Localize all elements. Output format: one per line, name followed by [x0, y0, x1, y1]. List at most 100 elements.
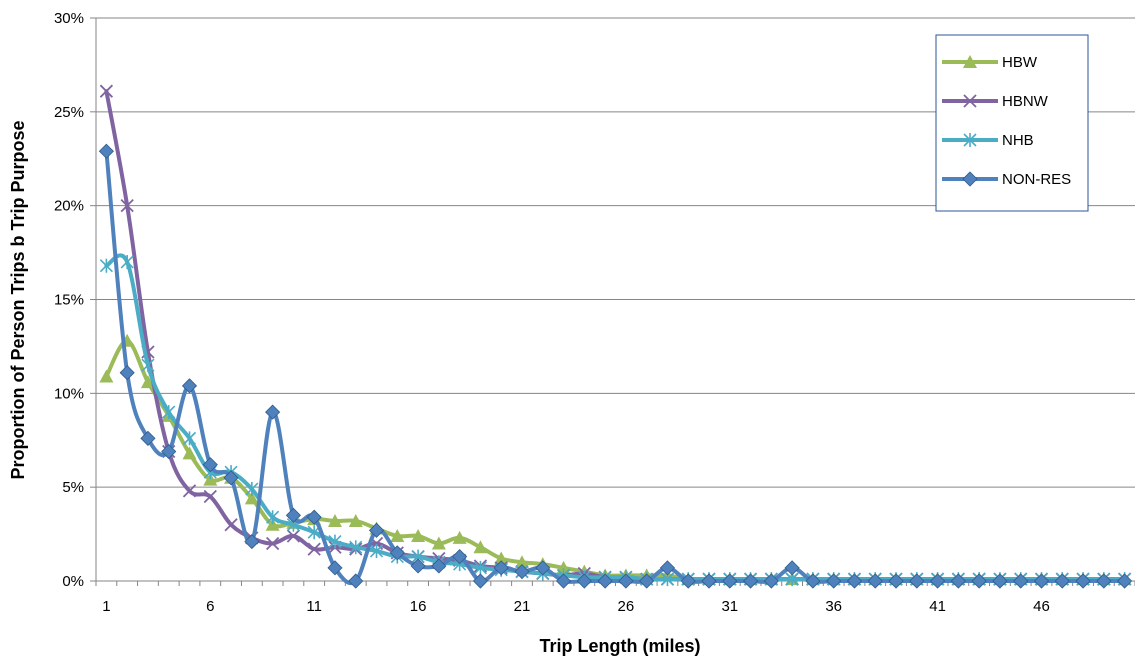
data-point [203, 489, 217, 504]
data-point [161, 443, 177, 460]
data-point [141, 358, 155, 373]
data-point [618, 573, 634, 589]
legend-label: HBW [1002, 54, 1038, 71]
data-point [909, 573, 925, 589]
data-point [452, 549, 468, 565]
data-point [411, 528, 426, 542]
data-point [327, 560, 343, 576]
data-point [867, 573, 883, 589]
data-point [950, 573, 966, 589]
data-point [265, 517, 280, 531]
data-point [244, 534, 260, 550]
data-point [140, 375, 155, 389]
legend-item-non-res: NON-RES [942, 171, 1071, 188]
data-point [888, 573, 904, 589]
series-line [104, 338, 1127, 582]
data-point [266, 510, 280, 525]
data-point [452, 530, 467, 544]
data-point [473, 540, 488, 554]
data-point [285, 507, 301, 523]
data-point [140, 430, 156, 446]
data-point [348, 573, 364, 589]
data-point [286, 529, 301, 543]
data-point [597, 573, 613, 589]
data-point [1096, 573, 1112, 589]
legend-item-hbnw: HBNW [942, 93, 1049, 110]
data-point [390, 528, 405, 542]
data-point [182, 484, 197, 498]
data-point [99, 258, 113, 273]
y-axis-title: Proportion of Person Trips b Trip Purpos… [8, 120, 28, 479]
data-point [535, 560, 551, 576]
data-point [265, 404, 281, 420]
data-point [514, 555, 529, 569]
x-tick-label: 41 [929, 598, 946, 615]
data-point [181, 378, 198, 394]
data-point [120, 254, 134, 269]
x-tick-labels: 1 6 11 16 21 26 31 36 41 46 [102, 598, 1050, 615]
data-point [805, 573, 821, 589]
data-point [743, 573, 759, 589]
x-tick-label: 11 [306, 598, 322, 615]
data-point [472, 573, 488, 589]
data-point [369, 543, 384, 558]
x-tick-label: 16 [410, 598, 427, 615]
data-point [555, 573, 572, 589]
data-point [701, 573, 717, 589]
data-point [431, 558, 447, 574]
legend-item-nhb: NHB [942, 132, 1034, 149]
x-tick-label: 36 [825, 598, 842, 615]
data-point [494, 551, 509, 565]
data-point [389, 545, 405, 561]
x-tick-label: 31 [721, 598, 738, 615]
data-point [203, 472, 218, 486]
data-point [1117, 573, 1133, 589]
x-tick-label: 46 [1033, 598, 1050, 615]
series-line [104, 149, 1127, 586]
data-point [98, 143, 114, 159]
data-point [659, 560, 676, 576]
series-line [104, 253, 1127, 582]
data-point [182, 431, 197, 446]
data-point [410, 558, 426, 574]
data-point [245, 482, 259, 497]
data-point [992, 573, 1008, 589]
y-tick-label: 30% [54, 10, 84, 27]
data-point [223, 470, 239, 486]
data-point [493, 560, 509, 576]
data-point [368, 522, 385, 538]
data-point [1075, 573, 1091, 589]
legend-box [935, 34, 1089, 212]
legend-marker [963, 55, 977, 68]
legend: HBW HBNW NHB NON-RES [935, 34, 1089, 212]
legend-marker [963, 133, 977, 147]
series-lines [98, 84, 1133, 589]
data-point [930, 573, 946, 589]
y-tick-label: 10% [54, 385, 84, 402]
legend-label: HBNW [1002, 93, 1049, 110]
data-point [846, 573, 863, 589]
x-tick-label: 1 [102, 598, 110, 615]
data-point [514, 564, 530, 580]
y-tick-label: 25% [54, 104, 84, 121]
legend-item-hbw: HBW [942, 54, 1038, 71]
y-tick-labels: 0% 5% 10% 15% 20% 25% 30% [54, 10, 84, 590]
x-tick-label: 21 [514, 598, 531, 615]
data-point [971, 573, 987, 589]
data-point [576, 573, 592, 589]
data-point [265, 536, 280, 551]
y-tick-label: 5% [62, 479, 84, 496]
data-point [307, 542, 321, 556]
data-point [1013, 573, 1029, 589]
data-point [763, 573, 779, 589]
data-point [182, 446, 197, 460]
y-tick-label: 0% [62, 573, 84, 590]
data-point [99, 84, 114, 98]
data-point [473, 560, 487, 575]
data-point [244, 491, 259, 505]
data-point [328, 534, 342, 549]
data-point [784, 560, 800, 576]
data-point [348, 513, 363, 527]
data-point [431, 536, 446, 550]
